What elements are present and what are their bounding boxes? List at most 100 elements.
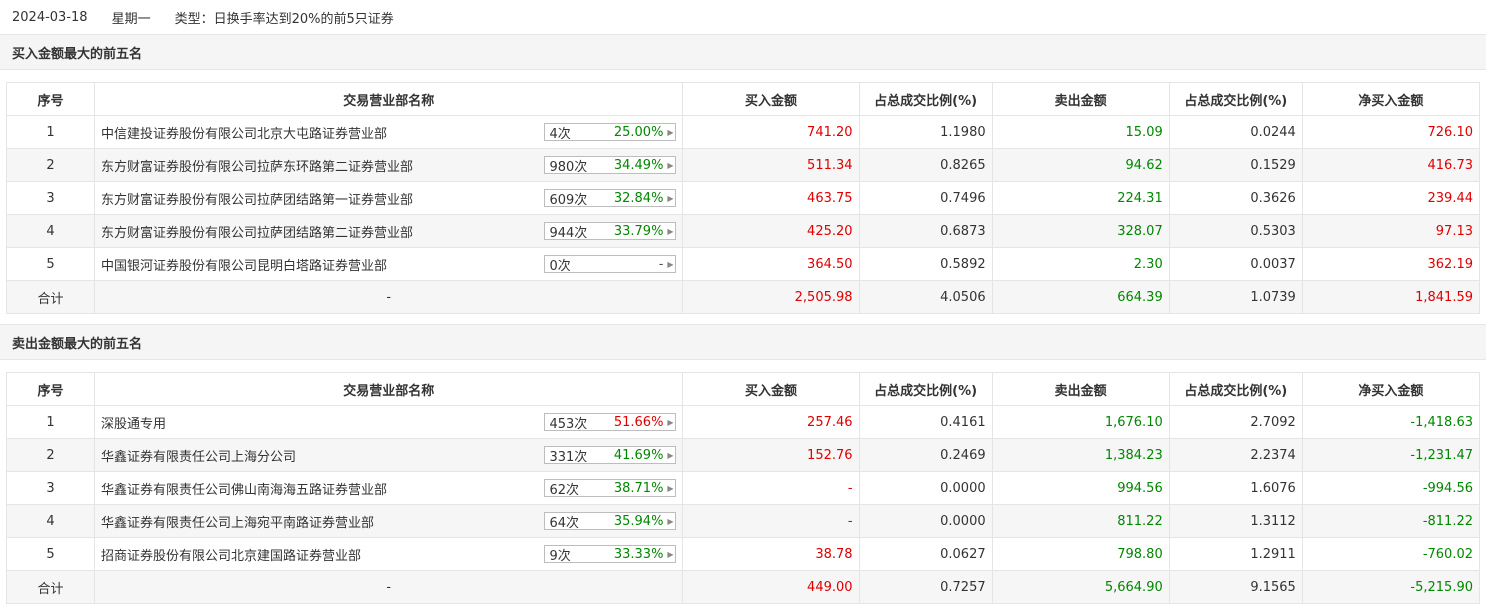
chevron-right-icon: ▶: [667, 259, 674, 269]
net-buy-amount: -760.02: [1301, 537, 1481, 571]
net-buy-amount: 416.73: [1301, 148, 1481, 182]
sell-amount: 94.62: [991, 148, 1170, 182]
net-buy-amount: -811.22: [1301, 504, 1481, 538]
dept-stats-badge[interactable]: 980次 34.49% ▶: [544, 156, 677, 175]
dept-name[interactable]: 中信建投证券股份有限公司北京大屯路证券营业部: [101, 126, 388, 142]
total-label: 合计: [5, 570, 96, 604]
dept-stats-badge[interactable]: 62次 38.71% ▶: [544, 479, 677, 498]
dept-cell: 华鑫证券有限责任公司佛山南海海五路证券营业部 62次 38.71% ▶: [94, 471, 684, 505]
net-buy-amount: 362.19: [1301, 247, 1481, 281]
section-title: 买入金额最大的前五名: [0, 34, 1486, 70]
date-label: 2024-03-18: [12, 9, 88, 25]
dept-cell: 中国银河证券股份有限公司昆明白塔路证券营业部 0次 - ▶: [94, 247, 684, 281]
column-header: 买入金额: [682, 372, 860, 406]
table-row: 1 深股通专用 453次 51.66% ▶ 257.46 0.4161 1,676.10 2.7…: [5, 405, 1481, 439]
column-header: 净买入金额: [1301, 82, 1481, 116]
column-header: 交易营业部名称: [94, 82, 684, 116]
trade-count: 4次: [549, 126, 571, 142]
sell-ratio: 0.3626: [1168, 181, 1303, 215]
dept-cell: 东方财富证券股份有限公司拉萨团结路第一证券营业部 609次 32.84% ▶: [94, 181, 684, 215]
dept-name[interactable]: 华鑫证券有限责任公司佛山南海海五路证券营业部: [101, 482, 388, 498]
total-dept: -: [94, 280, 684, 314]
win-rate: 34.49%: [613, 157, 664, 173]
dept-stats-badge[interactable]: 64次 35.94% ▶: [544, 512, 677, 531]
table-row: 4 华鑫证券有限责任公司上海宛平南路证券营业部 64次 35.94% ▶ -0.0000 8…: [5, 504, 1481, 538]
chevron-right-icon: ▶: [667, 127, 674, 137]
chevron-right-icon: ▶: [667, 483, 674, 493]
dept-name[interactable]: 东方财富证券股份有限公司拉萨团结路第一证券营业部: [101, 192, 414, 208]
row-index: 5: [5, 537, 96, 571]
dept-stats-badge[interactable]: 453次 51.66% ▶: [544, 413, 677, 432]
dept-name[interactable]: 东方财富证券股份有限公司拉萨东环路第二证券营业部: [101, 159, 414, 175]
dept-name[interactable]: 华鑫证券有限责任公司上海宛平南路证券营业部: [101, 515, 375, 531]
win-rate: -: [658, 256, 664, 272]
buy-amount: 511.34: [682, 148, 860, 182]
dept-cell: 华鑫证券有限责任公司上海宛平南路证券营业部 64次 35.94% ▶: [94, 504, 684, 538]
dept-name[interactable]: 中国银河证券股份有限公司昆明白塔路证券营业部: [101, 258, 388, 274]
sell-ratio: 0.0037: [1168, 247, 1303, 281]
buy-amount: -: [682, 471, 860, 505]
dept-name[interactable]: 招商证券股份有限公司北京建国路证券营业部: [101, 548, 362, 564]
net-buy-amount: 97.13: [1301, 214, 1481, 248]
dept-name[interactable]: 深股通专用: [101, 416, 167, 432]
buy-ratio: 0.4161: [858, 405, 993, 439]
sell-amount: 15.09: [991, 115, 1170, 149]
buy-amount: 152.76: [682, 438, 860, 472]
buy-ratio: 0.2469: [858, 438, 993, 472]
row-index: 2: [5, 438, 96, 472]
trade-count: 9次: [549, 548, 571, 564]
table-row: 2 东方财富证券股份有限公司拉萨东环路第二证券营业部 980次 34.49% ▶ 511.…: [5, 148, 1481, 182]
total-sell: 664.39: [991, 280, 1170, 314]
chevron-right-icon: ▶: [667, 549, 674, 559]
column-header: 占总成交比例(%): [858, 82, 993, 116]
table-row: 3 东方财富证券股份有限公司拉萨团结路第一证券营业部 609次 32.84% ▶ 463.…: [5, 181, 1481, 215]
total-label: 合计: [5, 280, 96, 314]
total-sell-ratio: 9.1565: [1168, 570, 1303, 604]
trade-count: 980次: [549, 159, 588, 175]
column-header: 序号: [5, 82, 96, 116]
net-buy-amount: -1,231.47: [1301, 438, 1481, 472]
buy-ratio: 0.0000: [858, 471, 993, 505]
column-header: 净买入金额: [1301, 372, 1481, 406]
win-rate: 33.33%: [613, 546, 664, 562]
dept-stats-badge[interactable]: 0次 - ▶: [544, 255, 677, 274]
row-index: 1: [5, 405, 96, 439]
dept-cell: 中信建投证券股份有限公司北京大屯路证券营业部 4次 25.00% ▶: [94, 115, 684, 149]
total-net: -5,215.90: [1301, 570, 1481, 604]
sell-amount: 2.30: [991, 247, 1170, 281]
dept-name[interactable]: 华鑫证券有限责任公司上海分公司: [101, 449, 297, 465]
trade-count: 62次: [549, 482, 579, 498]
total-net: 1,841.59: [1301, 280, 1481, 314]
dept-cell: 华鑫证券有限责任公司上海分公司 331次 41.69% ▶: [94, 438, 684, 472]
buy-ratio: 0.0000: [858, 504, 993, 538]
dept-stats-badge[interactable]: 9次 33.33% ▶: [544, 545, 677, 564]
sell-ratio: 2.2374: [1168, 438, 1303, 472]
buy-ratio: 0.6873: [858, 214, 993, 248]
win-rate: 51.66%: [613, 414, 664, 430]
chevron-right-icon: ▶: [667, 226, 674, 236]
buy-amount: 425.20: [682, 214, 860, 248]
buy-amount: 257.46: [682, 405, 860, 439]
dept-stats-badge[interactable]: 944次 33.79% ▶: [544, 222, 677, 241]
win-rate: 32.84%: [613, 190, 664, 206]
trade-count: 331次: [549, 449, 588, 465]
dept-name[interactable]: 东方财富证券股份有限公司拉萨团结路第二证券营业部: [101, 225, 414, 241]
dept-stats-badge[interactable]: 331次 41.69% ▶: [544, 446, 677, 465]
dept-stats-badge[interactable]: 609次 32.84% ▶: [544, 189, 677, 208]
row-index: 2: [5, 148, 96, 182]
chevron-right-icon: ▶: [667, 160, 674, 170]
net-buy-amount: 239.44: [1301, 181, 1481, 215]
weekday-label: 星期一: [111, 11, 151, 27]
buy-ratio: 0.8265: [858, 148, 993, 182]
dept-stats-badge[interactable]: 4次 25.00% ▶: [544, 123, 677, 142]
net-buy-amount: 726.10: [1301, 115, 1481, 149]
buy-ratio: 0.5892: [858, 247, 993, 281]
sell-ratio: 0.0244: [1168, 115, 1303, 149]
buy-amount: -: [682, 504, 860, 538]
total-buy: 2,505.98: [682, 280, 860, 314]
total-buy-ratio: 4.0506: [858, 280, 993, 314]
sell-amount: 798.80: [991, 537, 1170, 571]
table-row: 4 东方财富证券股份有限公司拉萨团结路第二证券营业部 944次 33.79% ▶ 425.…: [5, 214, 1481, 248]
chevron-right-icon: ▶: [667, 450, 674, 460]
buy-ratio: 0.0627: [858, 537, 993, 571]
